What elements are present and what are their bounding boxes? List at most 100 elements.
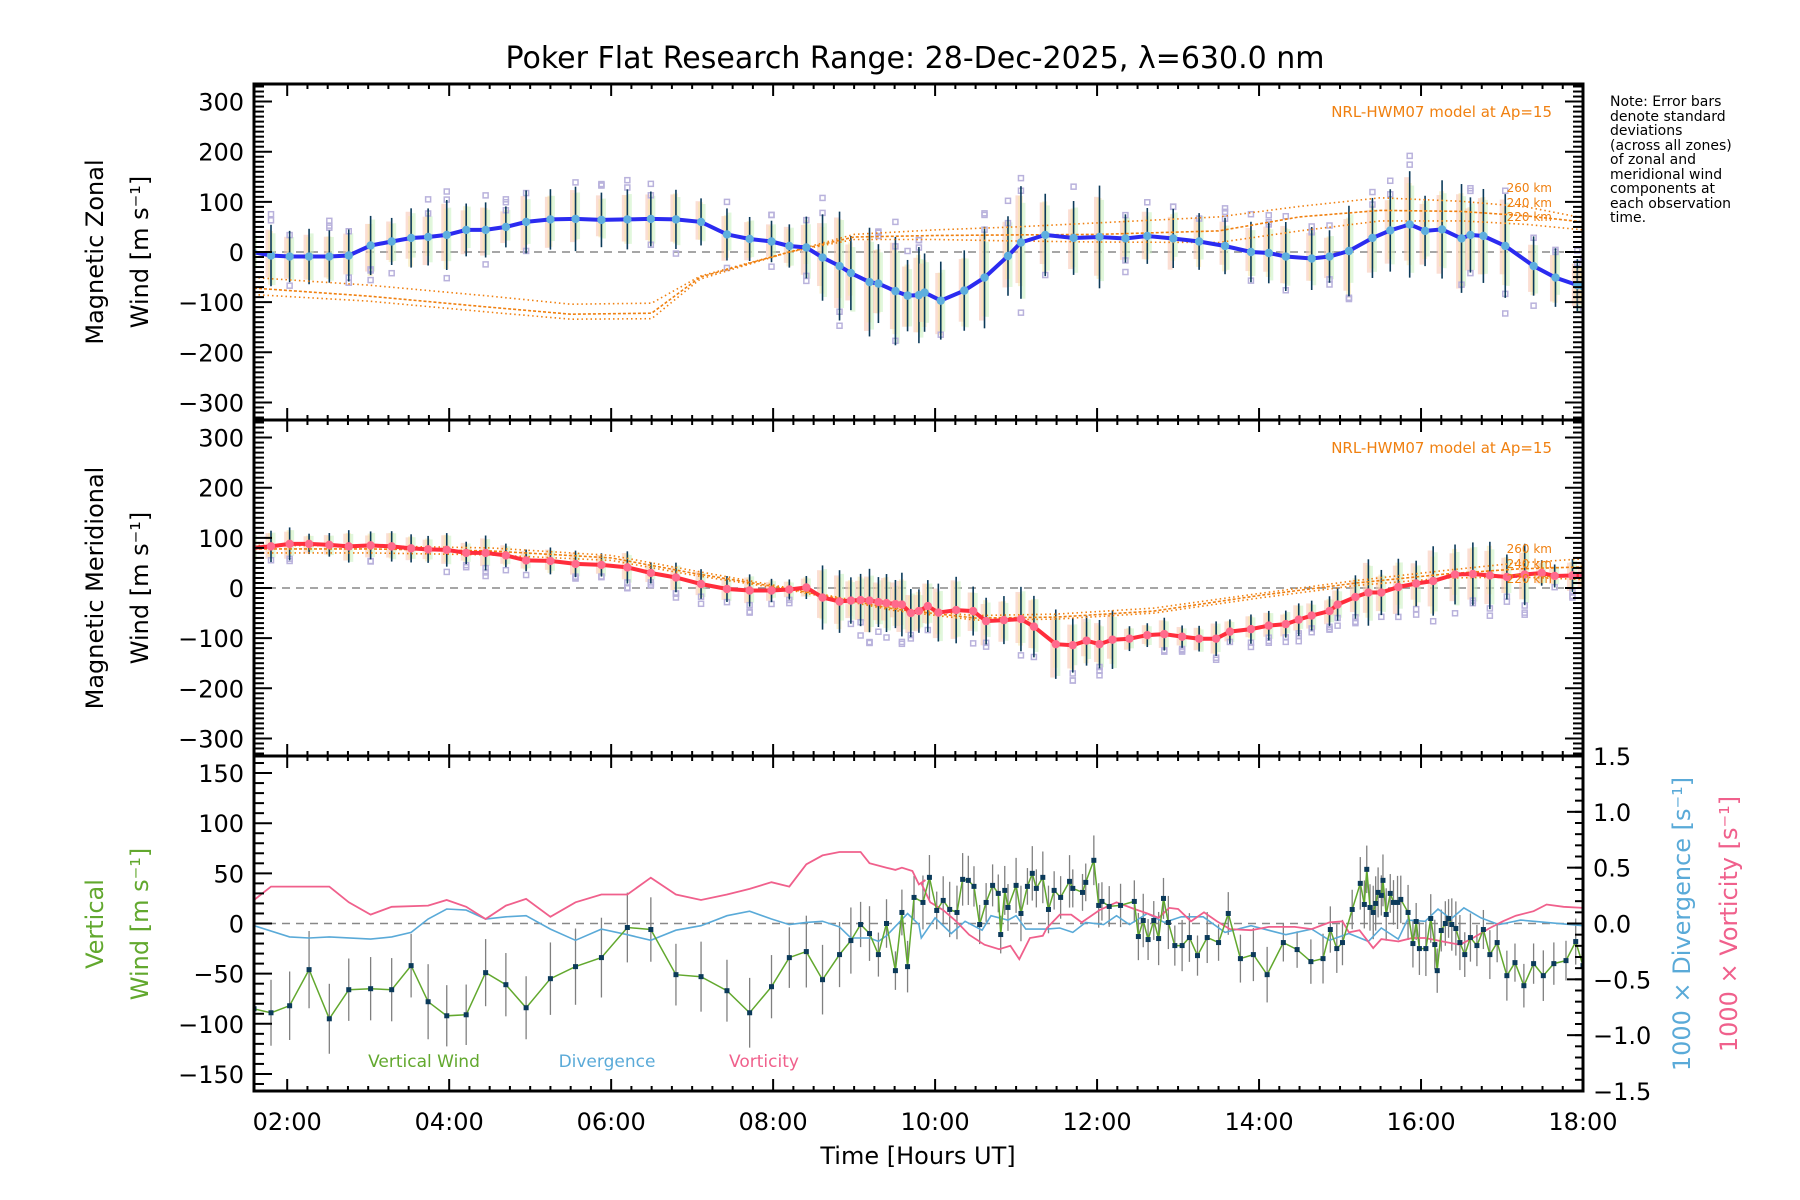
vertical-wind-point — [1096, 902, 1102, 908]
zonal-point — [1121, 234, 1130, 243]
zone-outlier — [1352, 618, 1359, 626]
y-tick-label: 0 — [229, 239, 244, 267]
zonal-point — [1095, 232, 1104, 242]
meridional-point — [1468, 569, 1478, 579]
zone-outlier — [598, 181, 605, 189]
vertical-wind-point — [1002, 887, 1008, 893]
zone-outlier — [624, 585, 631, 592]
zonal-point — [835, 261, 844, 271]
vertical-wind-point — [875, 952, 881, 958]
zone-outlier — [803, 277, 810, 285]
zonal-point — [1529, 261, 1538, 271]
vertical-wind-point — [1494, 940, 1500, 946]
zone-outlier — [1221, 205, 1229, 212]
zonal-point — [1368, 233, 1377, 243]
zone-outlier — [624, 176, 631, 184]
zonal-point — [597, 215, 606, 225]
vertical-wind-point — [884, 921, 890, 926]
vertical-wind-point — [1140, 917, 1146, 923]
zonal-point — [802, 243, 811, 252]
zonal-ylabel-line2: Wind [m s⁻¹] — [126, 176, 154, 328]
zonal-point — [546, 215, 555, 224]
legend-item-vorticity: Vorticity — [729, 1052, 799, 1072]
zonal-point — [671, 215, 681, 224]
zone-outlier — [1004, 197, 1012, 205]
zonal-point — [646, 214, 656, 224]
zonal-point — [461, 225, 471, 235]
vertical-wind-point — [1040, 874, 1046, 880]
zonal-point — [1420, 226, 1430, 236]
meridional-point — [865, 596, 874, 605]
zone-outlier — [1369, 188, 1376, 196]
zone-spread — [839, 573, 845, 621]
zone-outlier — [1502, 310, 1509, 317]
x-tick-label: 02:00 — [253, 1108, 322, 1136]
meridional-point — [1502, 572, 1512, 582]
zonal-point — [521, 217, 531, 227]
model-altitude-label: 240 km — [1507, 196, 1552, 210]
x-tick-label: 16:00 — [1386, 1108, 1455, 1136]
model-curve-260 — [254, 196, 1583, 321]
vertical-wind-point — [1216, 940, 1222, 946]
vertical-wind-point — [995, 890, 1001, 896]
zone-outlier — [883, 634, 890, 641]
note-line: denote standard — [1610, 108, 1726, 125]
vertical-wind-point — [1280, 940, 1286, 946]
meridional-point — [1351, 592, 1360, 602]
zone-spread — [1198, 215, 1204, 260]
zone-outlier — [286, 282, 293, 289]
meridional-point — [325, 540, 334, 550]
vertical-wind-point — [905, 964, 911, 970]
meridional-ylabel-line1: Magnetic Meridional — [81, 467, 109, 710]
model-curve-240 — [254, 548, 1583, 619]
zone-outlier — [482, 261, 489, 268]
vertical-wind-point — [1405, 909, 1411, 915]
vertical-wind-point — [965, 877, 971, 883]
zone-outlier — [672, 594, 680, 601]
model-altitude-label: 220 km — [1507, 572, 1552, 586]
meridional-point — [406, 544, 416, 553]
zonal-point — [865, 277, 874, 287]
meridional-point — [1294, 615, 1303, 624]
zonal-point — [1169, 234, 1178, 243]
vertical-wind-point — [1156, 936, 1162, 942]
vertical-wind-point — [1250, 952, 1256, 958]
meridional-point — [1095, 639, 1104, 649]
zone-outlier — [1406, 152, 1413, 160]
vertical-wind-point — [990, 882, 996, 888]
zone-outlier — [1579, 307, 1583, 314]
vertical-wind-point — [1264, 972, 1270, 978]
figure-title: Poker Flat Research Range: 28-Dec-2025, … — [506, 41, 1325, 76]
vertical-wind-point — [1442, 921, 1448, 926]
vertical-wind-point — [977, 922, 983, 928]
vertical-wind-point — [598, 955, 604, 961]
zone-outlier — [443, 568, 450, 576]
meridional-point — [818, 593, 827, 602]
zonal-point — [387, 237, 396, 246]
vertical-wind-point — [837, 952, 843, 958]
vertical-wind-point — [1033, 885, 1039, 891]
zonal-point — [745, 234, 754, 244]
zonal-point — [366, 241, 375, 250]
zone-outlier — [1017, 652, 1025, 659]
vertical-wind-point — [1375, 889, 1381, 895]
vertical-wind-point — [1018, 910, 1024, 916]
zonal-point — [1016, 238, 1026, 247]
x-tick-label: 10:00 — [901, 1108, 970, 1136]
meridional-point — [1108, 635, 1117, 644]
zone-spread — [1409, 185, 1415, 273]
vorticity-line — [254, 851, 1583, 961]
meridional-point — [1325, 606, 1334, 616]
plot-area — [247, 527, 1583, 684]
zone-spread — [247, 537, 252, 558]
y-tick-label: −100 — [178, 289, 244, 317]
meridional-point — [646, 568, 656, 578]
vertical-wind-point — [1160, 895, 1166, 901]
zonal-point — [1220, 241, 1230, 251]
zone-outlier — [443, 188, 450, 195]
zone-spread — [850, 247, 856, 312]
y-tick-label: 300 — [198, 89, 244, 117]
vertical-wind-point — [1446, 915, 1452, 921]
vertical-wind-point — [673, 972, 679, 978]
